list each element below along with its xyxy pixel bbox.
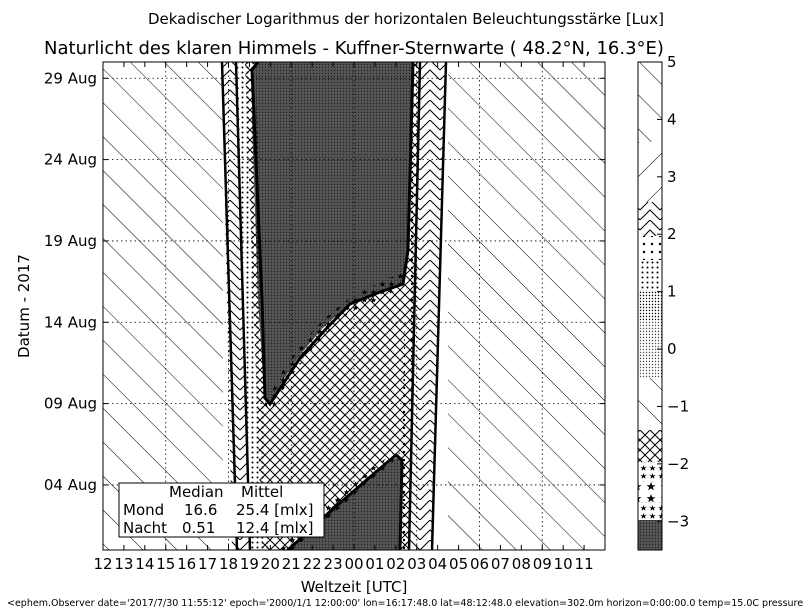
colorbar-band — [638, 236, 662, 260]
x-tick-label: 13 — [114, 555, 133, 573]
x-tick-label: 20 — [261, 555, 280, 573]
grid — [103, 62, 605, 550]
x-tick-label: 18 — [219, 555, 238, 573]
colorbar-tick-label: 1 — [667, 283, 677, 301]
x-tick-label: 00 — [344, 555, 363, 573]
colorbar-band — [638, 520, 662, 550]
colorbar-band — [638, 202, 662, 236]
contour-line-evening-outer — [220, 62, 239, 550]
legend-header-mean: Mittel — [241, 483, 283, 501]
x-tick-label: 05 — [449, 555, 468, 573]
legend-box — [118, 482, 325, 538]
legend: Median Mittel Mond 16.6 25.4 [mlx] Nacht… — [118, 482, 325, 538]
x-tick-label: 03 — [407, 555, 426, 573]
y-tick-label: 19 Aug — [44, 232, 97, 250]
colorbar: 5 4 3 2 1 0 −1 −2 −3 — [637, 53, 689, 551]
contour-line-evening-inner — [234, 62, 252, 550]
y-tick-label: 14 Aug — [44, 313, 97, 331]
twilight-band-evening — [222, 62, 250, 550]
daylight-region-right — [448, 62, 605, 550]
dotted-zone-morning — [400, 62, 420, 550]
legend-row-mean: 25.4 [mlx] — [236, 501, 314, 519]
x-tick-label: 17 — [198, 555, 217, 573]
contour-line-morning-inner — [407, 62, 422, 550]
colorbar-tick-label: −1 — [667, 397, 689, 415]
colorbar-band — [638, 482, 662, 502]
legend-row-median: 16.6 — [184, 501, 217, 519]
x-tick-label: 15 — [156, 555, 175, 573]
y-tick-label: 04 Aug — [44, 476, 97, 494]
x-tick-label: 12 — [93, 555, 112, 573]
colorbar-band — [638, 142, 662, 202]
x-tick-label: 22 — [303, 555, 322, 573]
x-tick-label: 14 — [135, 555, 154, 573]
colorbar-tick-label: −3 — [667, 512, 689, 530]
colorbar-band — [638, 430, 662, 462]
legend-row-mean: 12.4 [mlx] — [236, 519, 314, 537]
y-axis-label: Datum - 2017 — [15, 254, 33, 358]
colorbar-band — [638, 260, 662, 290]
legend-header-median: Median — [169, 483, 224, 501]
contour-line-dark-upper — [250, 62, 415, 407]
x-tick-label: 09 — [533, 555, 552, 573]
x-axis-label: Weltzeit [UTC] — [301, 578, 408, 596]
colorbar-band — [638, 502, 662, 520]
y-tick-label: 29 Aug — [44, 69, 97, 87]
daylight-region-left — [103, 62, 223, 550]
x-tick-label: 08 — [512, 555, 531, 573]
colorbar-tick-label: 4 — [667, 110, 677, 128]
x-tick-label: 02 — [386, 555, 405, 573]
colorbar-band — [638, 378, 662, 430]
y-axis: 04 Aug 09 Aug 14 Aug 19 Aug 24 Aug 29 Aug — [44, 69, 605, 494]
x-tick-label: 23 — [324, 555, 343, 573]
y-tick-label: 09 Aug — [44, 395, 97, 413]
colorbar-band — [638, 290, 662, 320]
x-tick-label: 11 — [575, 555, 594, 573]
x-tick-label: 19 — [240, 555, 259, 573]
x-tick-label: 06 — [470, 555, 489, 573]
colorbar-band — [638, 62, 662, 142]
contour-line-morning-outer — [430, 62, 448, 550]
colorbar-band — [638, 462, 662, 482]
x-tick-label: 16 — [177, 555, 196, 573]
colorbar-tick-label: 0 — [667, 340, 677, 358]
x-axis: 12 13 14 15 16 17 18 19 20 21 22 23 00 01 02 03 04 05 06 07… — [93, 62, 594, 573]
colorbar-tick-label: 5 — [667, 53, 677, 71]
legend-row-median: 0.51 — [182, 519, 215, 537]
legend-row-label: Nacht — [123, 519, 167, 537]
x-tick-label: 21 — [282, 555, 301, 573]
x-tick-label: 04 — [428, 555, 447, 573]
colorbar-tick-label: 3 — [667, 168, 677, 186]
chart-title: Naturlicht des klaren Himmels - Kuffner-… — [44, 38, 664, 59]
legend-row-label: Mond — [123, 501, 164, 519]
x-tick-label: 01 — [365, 555, 384, 573]
observer-footer: <ephem.Observer date='2017/7/30 11:55:12… — [7, 598, 803, 609]
x-tick-label: 10 — [554, 555, 573, 573]
colorbar-tick-label: −2 — [667, 455, 689, 473]
y-tick-label: 24 Aug — [44, 151, 97, 169]
chart-suptitle: Dekadischer Logarithmus der horizontalen… — [148, 10, 664, 28]
colorbar-tick-label: 2 — [667, 225, 677, 243]
colorbar-frame — [637, 61, 663, 551]
dark-night-region-upper — [252, 62, 412, 405]
dotted-zone-evening — [238, 62, 268, 550]
x-tick-label: 07 — [491, 555, 510, 573]
